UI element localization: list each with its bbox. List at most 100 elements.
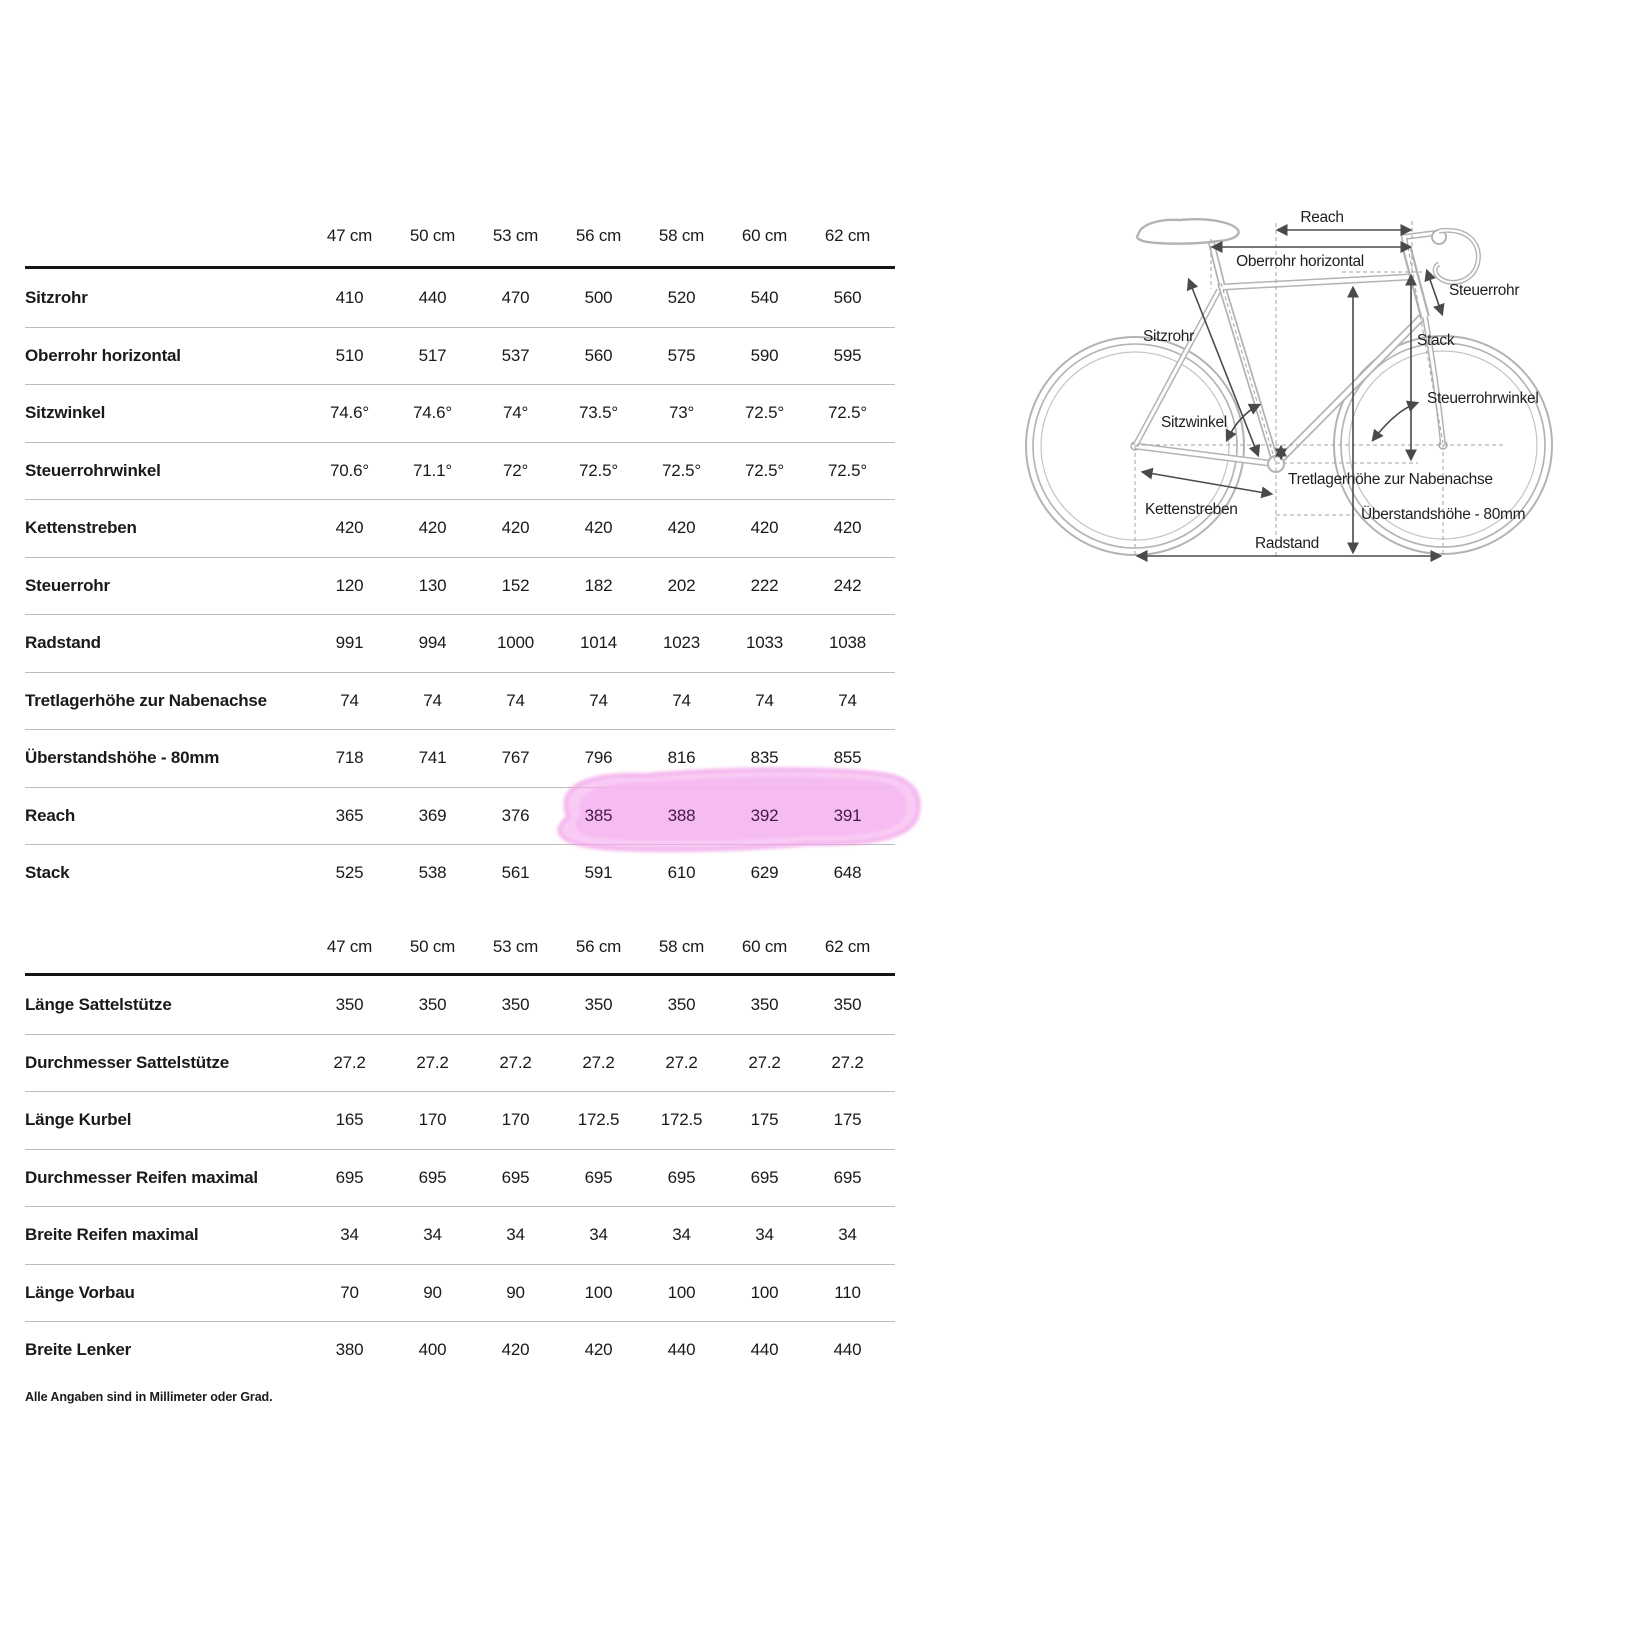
cell: 365 xyxy=(335,805,364,825)
row-label: Breite Reifen maximal xyxy=(25,1225,199,1245)
cell: 242 xyxy=(833,575,862,595)
cell: 561 xyxy=(501,863,530,883)
cell: 537 xyxy=(501,345,530,365)
column-header: 56 cm xyxy=(575,225,622,245)
table-row: Sitzrohr 410 440 470 500 520 540 560 xyxy=(25,269,895,327)
table-row: Stack 525 538 561 591 610 629 648 xyxy=(25,844,895,902)
cell: 222 xyxy=(750,575,779,595)
cell: 695 xyxy=(501,1167,530,1187)
table-row: Tretlagerhöhe zur Nabenachse 74 74 74 74 74 74… xyxy=(25,671,895,730)
cell: 152 xyxy=(501,575,530,595)
cell: 1000 xyxy=(496,633,535,653)
diagram-label-reach: Reach xyxy=(1300,209,1343,226)
table-row: Steuerrohrwinkel 70.6° 71.1° 72° 72.5° 72.5° 7… xyxy=(25,441,895,500)
table-row: Überstandshöhe - 80mm 718 741 767 796 816 835 8… xyxy=(25,729,895,787)
cell: 440 xyxy=(667,1340,696,1360)
diagram-label-radstand: Radstand xyxy=(1255,535,1319,552)
saddle xyxy=(1135,218,1240,245)
cell: 392 xyxy=(750,805,779,825)
table-header-row: 47 cm 50 cm 53 cm 56 cm 58 cm 60 cm 62 cm xyxy=(25,205,895,269)
cell: 27.2 xyxy=(748,1052,781,1072)
cell: 74 xyxy=(755,690,774,710)
cell: 835 xyxy=(750,748,779,768)
cell: 350 xyxy=(750,994,779,1014)
cell: 120 xyxy=(335,575,364,595)
cell: 440 xyxy=(833,1340,862,1360)
geometry-table-components: 47 cm 50 cm 53 cm 56 cm 58 cm 60 cm 62 cm Länge… xyxy=(25,920,895,1379)
column-header: 53 cm xyxy=(492,225,539,245)
table-row: Oberrohr horizontal 510 517 537 560 575 590 595 xyxy=(25,326,895,385)
cell: 350 xyxy=(833,994,862,1014)
cell: 74 xyxy=(589,690,608,710)
row-label: Stack xyxy=(25,863,70,883)
cell: 420 xyxy=(667,518,696,538)
cell: 34 xyxy=(423,1225,442,1245)
cell: 420 xyxy=(833,518,862,538)
cell: 72.5° xyxy=(745,403,784,423)
cell: 74 xyxy=(672,690,691,710)
cell: 350 xyxy=(335,994,364,1014)
diagram-label-tretlagerhoehe: Tretlagerhöhe zur Nabenachse xyxy=(1288,471,1493,488)
row-label: Sitzwinkel xyxy=(25,403,106,423)
cell: 695 xyxy=(335,1167,364,1187)
cell: 560 xyxy=(833,287,862,307)
cell: 172.5 xyxy=(577,1110,620,1130)
row-label: Sitzrohr xyxy=(25,287,88,307)
cell: 1038 xyxy=(828,633,867,653)
cell: 385 xyxy=(584,805,613,825)
column-header: 56 cm xyxy=(575,936,622,956)
cell: 74 xyxy=(838,690,857,710)
cell: 410 xyxy=(335,287,364,307)
table-row: Länge Kurbel 165 170 170 172.5 172.5 175 175 xyxy=(25,1091,895,1149)
diagram-label-oberrohr: Oberrohr horizontal xyxy=(1236,253,1364,270)
table-row: Länge Vorbau 70 90 90 100 100 100 110 xyxy=(25,1263,895,1322)
column-header: 50 cm xyxy=(409,936,456,956)
cell: 34 xyxy=(340,1225,359,1245)
column-header: 58 cm xyxy=(658,225,705,245)
cell: 520 xyxy=(667,287,696,307)
cell: 130 xyxy=(418,575,447,595)
cell: 470 xyxy=(501,287,530,307)
cell: 34 xyxy=(755,1225,774,1245)
cell: 741 xyxy=(418,748,447,768)
cell: 100 xyxy=(750,1282,779,1302)
cell: 816 xyxy=(667,748,696,768)
cell: 90 xyxy=(506,1282,525,1302)
row-label: Oberrohr horizontal xyxy=(25,345,181,365)
row-label: Länge Kurbel xyxy=(25,1110,132,1130)
column-header: 50 cm xyxy=(409,225,456,245)
table-row: Reach 365 369 376 385 388 392 391 xyxy=(25,786,895,845)
table-header-row: 47 cm 50 cm 53 cm 56 cm 58 cm 60 cm 62 cm xyxy=(25,920,895,976)
cell: 350 xyxy=(667,994,696,1014)
cell: 695 xyxy=(833,1167,862,1187)
diagram-label-sitzrohr: Sitzrohr xyxy=(1143,328,1194,345)
cell: 70 xyxy=(340,1282,359,1302)
cell: 27.2 xyxy=(499,1052,532,1072)
diagram-label-kettenstreben: Kettenstreben xyxy=(1145,501,1238,518)
column-header: 47 cm xyxy=(326,936,373,956)
cell: 376 xyxy=(501,805,530,825)
cell: 27.2 xyxy=(416,1052,449,1072)
cell: 170 xyxy=(418,1110,447,1130)
cell: 595 xyxy=(833,345,862,365)
cell: 388 xyxy=(667,805,696,825)
table-row: Durchmesser Reifen maximal 695 695 695 695 69… xyxy=(25,1148,895,1207)
column-header: 60 cm xyxy=(741,225,788,245)
cell: 695 xyxy=(667,1167,696,1187)
bike-frame xyxy=(1132,247,1446,473)
cell: 74° xyxy=(502,403,529,423)
cell: 796 xyxy=(584,748,613,768)
cell: 182 xyxy=(584,575,613,595)
cell: 420 xyxy=(750,518,779,538)
cell: 165 xyxy=(335,1110,364,1130)
geometry-table-frame: 47 cm 50 cm 53 cm 56 cm 58 cm 60 cm 62 cm Sitzr… xyxy=(25,205,895,902)
diagram-label-sitzwinkel: Sitzwinkel xyxy=(1161,414,1227,431)
diagram-label-stack: Stack xyxy=(1417,332,1455,349)
cell: 517 xyxy=(418,345,447,365)
table-row: Breite Reifen maximal 34 34 34 34 34 34 34 xyxy=(25,1206,895,1264)
row-label: Breite Lenker xyxy=(25,1340,132,1360)
row-label: Durchmesser Reifen maximal xyxy=(25,1167,258,1187)
cell: 440 xyxy=(418,287,447,307)
cell: 1033 xyxy=(745,633,784,653)
column-header: 62 cm xyxy=(824,225,871,245)
